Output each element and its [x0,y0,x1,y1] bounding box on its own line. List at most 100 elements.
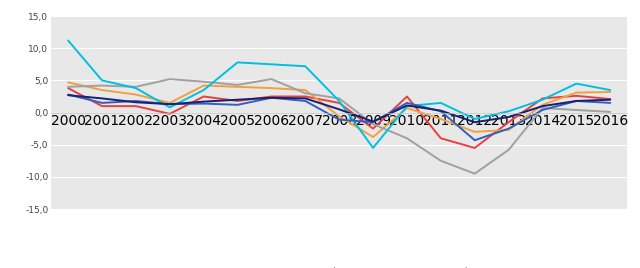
Espanha [64,81,72,84]
Grécia [98,84,106,87]
Itália [573,99,580,103]
Itália [64,93,72,96]
Grécia [437,159,445,162]
Irlanda [234,61,241,64]
Espanha [132,93,140,96]
Espanha [369,135,377,139]
Portugal [437,137,445,140]
Grécia [505,148,513,151]
ZE19 [607,98,614,101]
Line: Espanha: Espanha [68,82,611,137]
Espanha [607,90,614,94]
Irlanda [539,98,547,101]
ZE19 [301,97,309,100]
Irlanda [64,39,72,42]
Irlanda [369,146,377,150]
Espanha [437,117,445,121]
Grécia [132,85,140,88]
Espanha [98,88,106,92]
Itália [539,108,547,111]
Irlanda [335,99,343,103]
Irlanda [607,88,614,92]
Espanha [166,101,173,105]
Irlanda [403,105,411,108]
Irlanda [132,87,140,90]
Grécia [166,77,173,81]
ZE19 [166,103,173,106]
ZE19 [369,120,377,123]
ZE19 [403,104,411,107]
Grécia [268,77,275,81]
Espanha [234,85,241,88]
Line: Itália: Itália [68,95,611,140]
Itália [335,118,343,121]
ZE19 [573,99,580,103]
Itália [234,103,241,106]
Portugal [234,99,241,103]
Itália [200,102,207,105]
Itália [166,103,173,106]
Portugal [335,101,343,105]
Espanha [200,84,207,87]
Espanha [573,91,580,94]
Grécia [301,92,309,95]
Grécia [607,110,614,114]
Portugal [268,95,275,98]
ZE19 [539,105,547,108]
Portugal [573,94,580,98]
Portugal [98,105,106,108]
Grécia [64,85,72,88]
Irlanda [437,101,445,105]
ZE19 [132,101,140,104]
ZE19 [200,100,207,103]
Portugal [539,97,547,100]
ZE19 [471,121,479,124]
Itália [505,127,513,130]
Espanha [335,115,343,118]
Grécia [539,106,547,110]
Espanha [301,88,309,92]
Line: Portugal: Portugal [68,88,611,148]
Portugal [166,112,173,116]
Line: Irlanda: Irlanda [68,40,611,148]
Irlanda [573,82,580,85]
Espanha [505,128,513,132]
Portugal [471,146,479,150]
Irlanda [471,117,479,121]
ZE19 [505,116,513,119]
Irlanda [166,106,173,109]
Itália [607,101,614,105]
Itália [369,121,377,124]
Irlanda [200,88,207,92]
ZE19 [335,108,343,111]
Itália [268,96,275,99]
ZE19 [234,98,241,101]
Portugal [132,105,140,108]
Grécia [403,137,411,140]
Itália [403,101,411,105]
Grécia [335,97,343,100]
Espanha [268,87,275,90]
ZE19 [268,96,275,99]
Itália [301,99,309,103]
Grécia [234,83,241,87]
Portugal [301,95,309,98]
Portugal [607,98,614,101]
Irlanda [301,65,309,68]
Itália [471,139,479,142]
Portugal [369,127,377,130]
Line: Grécia: Grécia [68,79,611,174]
ZE19 [98,97,106,100]
Portugal [505,121,513,124]
Portugal [403,95,411,98]
Itália [132,99,140,103]
Espanha [539,103,547,106]
Itália [437,110,445,113]
Irlanda [98,79,106,82]
Portugal [200,95,207,98]
Portugal [64,87,72,90]
Line: ZE19: ZE19 [68,95,611,122]
Grécia [369,122,377,126]
Grécia [573,108,580,111]
Irlanda [268,63,275,66]
